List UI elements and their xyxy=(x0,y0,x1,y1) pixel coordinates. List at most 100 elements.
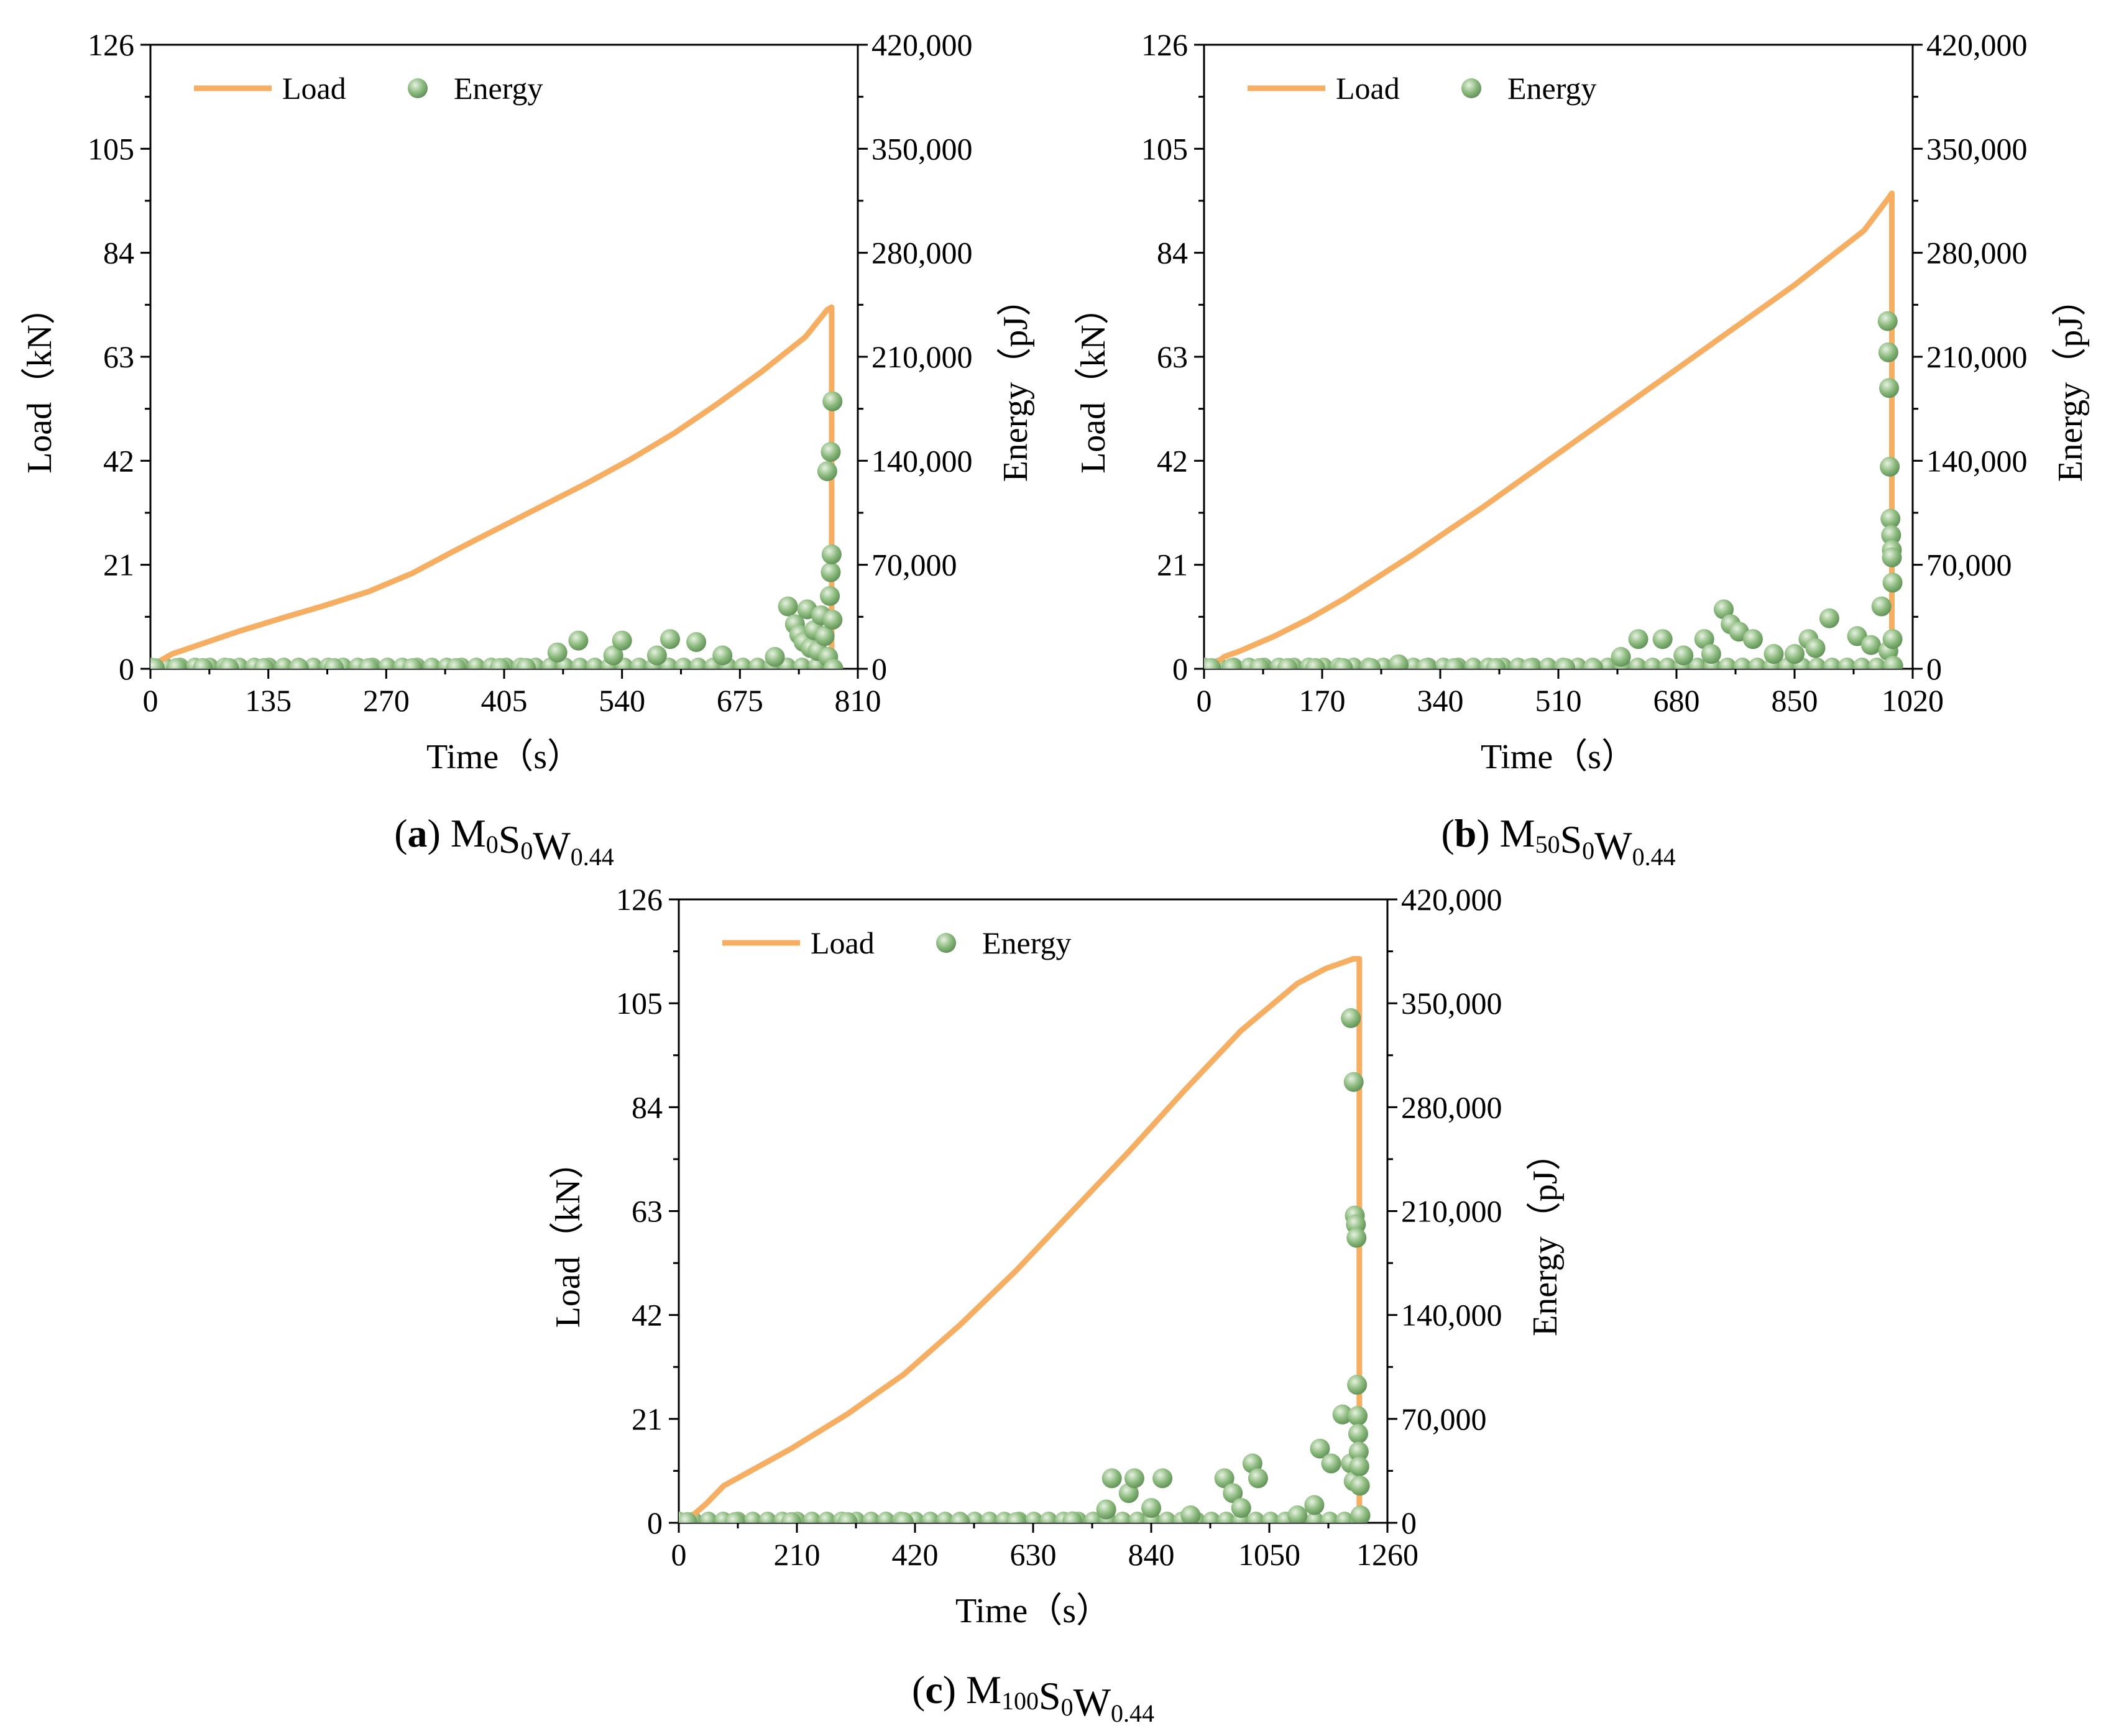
panel-b-energy-point xyxy=(1881,525,1901,545)
panel-c-energy-point xyxy=(1039,1512,1057,1523)
panel-c-energy-point xyxy=(1348,1406,1368,1426)
panel-b-x-tick-label: 510 xyxy=(1535,683,1582,718)
panel-c-energy-point xyxy=(1341,1008,1361,1029)
panel-c-energy-point xyxy=(1349,1456,1369,1477)
panel-a-energy-point xyxy=(446,658,466,669)
panel-b-energy-point xyxy=(1249,658,1270,669)
panel-c-energy-point xyxy=(1124,1468,1144,1489)
panel-c-energy-point xyxy=(1025,1512,1043,1523)
panel-a-x-tick-label: 270 xyxy=(363,683,410,718)
panel-c-energy-point xyxy=(1113,1512,1131,1523)
panel-a-x-tick-label: 405 xyxy=(481,683,528,718)
panel-b-energy-point xyxy=(1520,658,1541,669)
panel-c-energy-point xyxy=(1347,1374,1368,1395)
panel-c-legend-load-label: Load xyxy=(811,925,875,960)
panel-c-energy-point xyxy=(1223,1483,1243,1504)
panel-b-energy-point xyxy=(1416,658,1437,669)
panel-c-energy-point xyxy=(1158,1512,1176,1523)
panel-a-y2-tick-label: 70,000 xyxy=(871,548,957,582)
panel-b-caption-subscript: 0.44 xyxy=(1632,843,1676,871)
panel-a-energy-point xyxy=(817,461,837,482)
panel-b-energy-point xyxy=(1464,658,1482,669)
panel-b-energy-point xyxy=(1882,629,1903,650)
panel-b-energy-point xyxy=(1879,378,1899,398)
panel-b-plot-area xyxy=(1204,190,1903,669)
panel-c-y-tick-label: 0 xyxy=(647,1505,663,1540)
panel-b-x-tick-label: 680 xyxy=(1653,683,1700,718)
panel-b-energy-point xyxy=(1361,658,1381,669)
panel-c-energy-point xyxy=(1287,1505,1308,1523)
panel-b-energy-point xyxy=(1644,658,1662,669)
panel-b-energy-point xyxy=(1305,658,1325,669)
panel-b-energy-point xyxy=(1871,596,1892,617)
panel-b-legend-load-label: Load xyxy=(1336,71,1400,106)
panel-c-y-tick-label: 126 xyxy=(616,882,663,917)
panel-b-energy-point xyxy=(1611,646,1631,667)
panel-b-energy-point xyxy=(1808,658,1826,669)
panel-c-energy-point xyxy=(893,1512,914,1523)
panel-b-energy-point xyxy=(1673,645,1694,666)
panel-a-energy-point xyxy=(820,586,840,606)
panel-c-energy-point xyxy=(1304,1495,1325,1515)
panel-a-caption-subscript: 0.44 xyxy=(571,843,614,871)
panel-c-energy-point xyxy=(699,1512,717,1523)
panel-b-energy-point xyxy=(1333,658,1353,669)
panel-a-energy-point xyxy=(193,658,213,669)
panel-b-energy-point xyxy=(1277,658,1298,669)
panel-a-energy-series xyxy=(817,441,844,669)
panel-a-y2-tick-label: 140,000 xyxy=(871,443,973,478)
panel-c-energy-point xyxy=(725,1512,745,1523)
panel-b-energy-point xyxy=(1658,658,1676,669)
panel-c-caption-symbol: W xyxy=(1074,1680,1111,1724)
panel-a-y2-tick-label: 0 xyxy=(871,651,887,686)
panel-b-energy-point xyxy=(1388,654,1409,669)
panel-a-y-tick-label: 126 xyxy=(88,27,134,62)
panel-a-y2-tick-label: 280,000 xyxy=(871,236,973,270)
panel-c-legend-energy-label: Energy xyxy=(982,925,1071,960)
panel-c-energy-point xyxy=(1248,1468,1268,1489)
panel-b-energy-point xyxy=(1868,658,1886,669)
panel-c-energy-point xyxy=(1202,1512,1220,1523)
panel-b-energy-point xyxy=(1880,456,1900,477)
panel-b-y2-tick-label: 70,000 xyxy=(1926,548,2012,582)
panel-a-caption-close-paren: ) xyxy=(428,811,451,855)
panel-c-energy-point xyxy=(1350,1476,1370,1496)
panel-b-y-axis-title: Load（kN） xyxy=(1074,290,1113,474)
panel-b-y-tick-label: 0 xyxy=(1172,651,1188,686)
panel-b-y2-tick-label: 210,000 xyxy=(1926,339,2028,374)
panel-b-energy-point xyxy=(1853,658,1871,669)
panel-a-x-tick-label: 0 xyxy=(143,683,159,718)
panel-b-caption-subscript: 0 xyxy=(1582,837,1594,865)
panel-a-energy-point xyxy=(586,658,604,669)
panel-c-energy-point xyxy=(1152,1468,1173,1489)
panel-b-energy-point xyxy=(1486,658,1506,669)
panel-a-energy-point xyxy=(288,658,309,669)
panel-c-y-tick-label: 63 xyxy=(632,1194,663,1229)
panel-c-x-tick-label: 1260 xyxy=(1356,1537,1419,1572)
panel-b-caption-symbol: W xyxy=(1594,824,1632,868)
panel-a-energy-point xyxy=(822,391,843,411)
panel-c-x-tick-label: 840 xyxy=(1128,1537,1175,1572)
panel-c-y2-tick-label: 140,000 xyxy=(1401,1298,1502,1333)
panel-c-caption-subscript: 100 xyxy=(1001,1687,1039,1715)
panel-b-x-tick-label: 1020 xyxy=(1882,683,1944,718)
panel-a-y-tick-label: 21 xyxy=(103,548,134,582)
panel-b-y-tick-label: 21 xyxy=(1157,548,1188,582)
panel-b-y2-tick-label: 350,000 xyxy=(1926,131,2028,166)
panel-b-energy-point xyxy=(1877,311,1898,331)
panel-b-energy-point xyxy=(1882,547,1902,567)
panel-b-y2-tick-label: 420,000 xyxy=(1926,27,2028,62)
panel-b-energy-point xyxy=(1742,629,1763,650)
panel-c-energy-point xyxy=(1321,1453,1341,1474)
panel-b-x-tick-label: 170 xyxy=(1299,683,1346,718)
panel-b-y-tick-label: 105 xyxy=(1141,131,1188,166)
panel-a-y2-tick-label: 420,000 xyxy=(871,27,973,62)
panel-a-energy-point xyxy=(150,658,165,669)
panel-a-legend-load-label: Load xyxy=(282,71,346,106)
panel-c-energy-point xyxy=(679,1512,697,1523)
panel-c-energy-point xyxy=(921,1512,939,1523)
panel-a-y2-tick-label: 210,000 xyxy=(871,339,973,374)
panel-c-y2-tick-label: 210,000 xyxy=(1401,1194,1502,1229)
panel-b-energy-point xyxy=(1819,608,1839,628)
